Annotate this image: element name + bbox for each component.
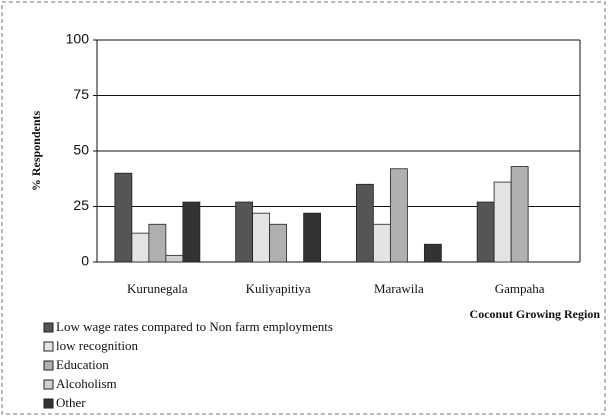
bar: [493, 181, 512, 263]
legend-swatch: [43, 379, 54, 390]
legend-label: Other: [56, 395, 86, 410]
legend-label: Low wage rates compared to Non farm empl…: [56, 319, 333, 334]
x-tick-label: Kuliyapitiya: [246, 281, 311, 296]
legend-swatch: [43, 341, 54, 352]
x-tick-label: Kurunegala: [127, 281, 188, 296]
legend-swatch: [43, 322, 54, 333]
y-tick-label: 75: [73, 86, 89, 102]
bar: [269, 223, 288, 263]
legend-swatch: [43, 360, 54, 371]
bar: [182, 201, 201, 263]
legend-label: Alcoholism: [56, 376, 117, 391]
y-tick-label: 0: [81, 253, 89, 269]
bar: [372, 223, 391, 263]
bar: [131, 232, 150, 263]
bar: [235, 201, 254, 263]
legend-swatch: [43, 398, 54, 409]
bar: [303, 212, 322, 263]
bar: [355, 183, 374, 263]
bar: [148, 223, 167, 263]
y-tick-label: 25: [73, 197, 89, 213]
x-tick-label: Gampaha: [495, 281, 545, 296]
bar: [510, 166, 529, 263]
y-axis-title: % Respondents: [29, 111, 43, 192]
bar: [252, 212, 271, 263]
bar: [423, 243, 442, 263]
y-tick-label: 50: [73, 142, 89, 158]
bar: [389, 168, 408, 263]
x-tick-label: Marawila: [374, 281, 424, 296]
bar: [165, 254, 184, 263]
bar: [114, 172, 133, 263]
x-axis-title: Coconut Growing Region: [470, 307, 601, 321]
y-tick-label: 100: [66, 31, 90, 47]
legend-label: low recognition: [56, 338, 138, 353]
bar: [476, 201, 495, 263]
legend-label: Education: [56, 357, 109, 372]
